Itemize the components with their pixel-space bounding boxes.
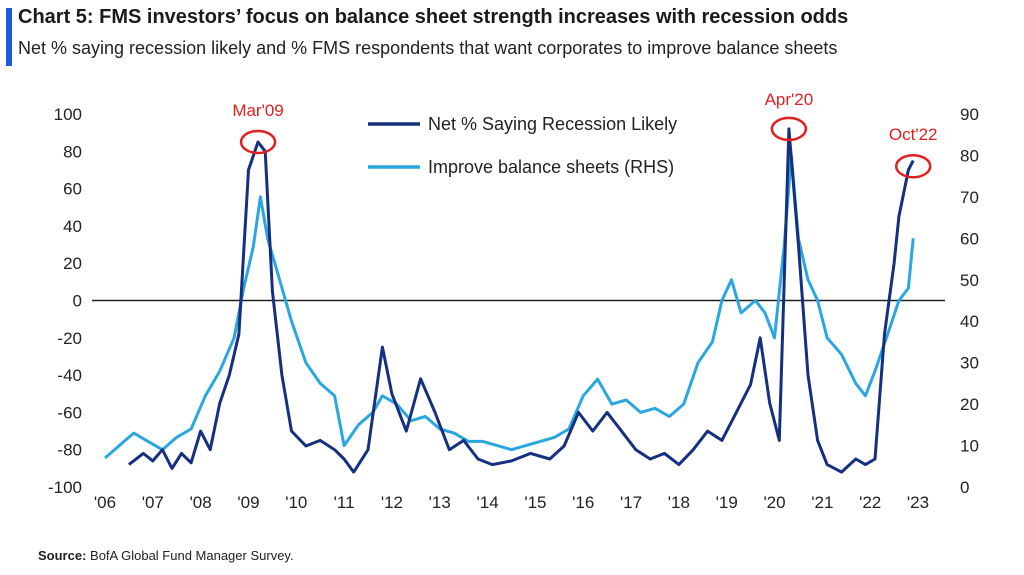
chart-title: Chart 5: FMS investors’ focus on balance… <box>18 6 849 28</box>
left-tick-label: 20 <box>63 254 82 273</box>
right-y-axis: 90 80 70 60 50 40 30 20 10 0 <box>960 105 979 497</box>
annotation-label: Apr'20 <box>765 90 814 109</box>
right-tick-label: 10 <box>960 437 979 456</box>
left-tick-label: -20 <box>57 329 82 348</box>
x-tick-label: '12 <box>381 493 403 510</box>
x-tick-label: '20 <box>763 493 785 510</box>
left-tick-label: 100 <box>54 105 82 124</box>
x-axis: '06 '07 '08 '09 '10 '11 '12 '13 '14 '15 '16 '17 '18 '… <box>94 493 929 510</box>
x-tick-label: '11 <box>334 493 355 510</box>
x-tick-label: '19 <box>716 493 738 510</box>
source-text: BofA Global Fund Manager Survey. <box>90 548 294 563</box>
source-label: Source: <box>38 548 87 563</box>
legend-label: Improve balance sheets (RHS) <box>428 157 674 177</box>
x-tick-label: '21 <box>811 493 833 510</box>
right-tick-label: 80 <box>960 146 979 165</box>
right-tick-label: 60 <box>960 229 979 248</box>
x-tick-label: '06 <box>94 493 116 510</box>
chart-subtitle: Net % saying recession likely and % FMS … <box>18 38 838 58</box>
left-tick-label: -40 <box>57 366 82 385</box>
chart-legend: Net % Saying Recession Likely Improve bal… <box>368 114 677 177</box>
source-note: Source: BofA Global Fund Manager Survey. <box>38 548 294 563</box>
legend-label: Net % Saying Recession Likely <box>428 114 677 134</box>
annotation-circle <box>770 116 808 142</box>
left-tick-label: 40 <box>63 217 82 236</box>
x-tick-label: '13 <box>429 493 451 510</box>
annotation-label: Mar'09 <box>232 101 283 120</box>
right-tick-label: 0 <box>960 478 969 497</box>
right-tick-label: 70 <box>960 188 979 207</box>
x-tick-label: '08 <box>190 493 212 510</box>
x-tick-label: '15 <box>524 493 546 510</box>
x-tick-label: '17 <box>620 493 642 510</box>
left-tick-label: 0 <box>73 292 82 311</box>
annotation-label: Oct'22 <box>889 125 938 144</box>
right-tick-label: 20 <box>960 395 979 414</box>
title-accent-bar <box>6 8 12 66</box>
annotation-circle <box>894 153 932 179</box>
series-line-net-recession-likely <box>127 127 915 474</box>
left-tick-label: 60 <box>63 180 82 199</box>
x-tick-label: '18 <box>668 493 690 510</box>
left-tick-label: -60 <box>57 403 82 422</box>
right-tick-label: 40 <box>960 312 979 331</box>
x-tick-label: '22 <box>859 493 881 510</box>
left-tick-label: -80 <box>57 441 82 460</box>
left-y-axis: 100 80 60 40 20 0 -20 -40 -60 -80 -100 <box>48 105 82 497</box>
annotation-circle <box>239 129 277 155</box>
right-tick-label: 90 <box>960 105 979 124</box>
left-tick-label: 80 <box>63 142 82 161</box>
x-tick-label: '16 <box>572 493 594 510</box>
series-line-improve-balance-sheets <box>104 153 915 460</box>
right-tick-label: 30 <box>960 354 979 373</box>
right-tick-label: 50 <box>960 271 979 290</box>
series-layer <box>104 127 915 474</box>
x-tick-label: '14 <box>477 493 499 510</box>
x-tick-label: '09 <box>237 493 259 510</box>
x-tick-label: '23 <box>907 493 929 510</box>
x-tick-label: '07 <box>142 493 164 510</box>
x-tick-label: '10 <box>285 493 307 510</box>
left-tick-label: -100 <box>48 478 82 497</box>
annotation-layer: Mar'09 Apr'20 Oct'22 <box>232 90 938 179</box>
